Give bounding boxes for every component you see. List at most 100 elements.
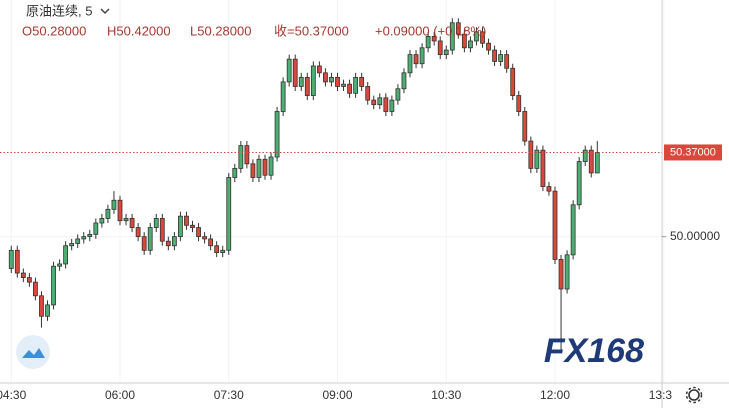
candle-body [431, 36, 437, 42]
candle-body [26, 277, 32, 283]
candle-body [99, 218, 105, 224]
candle-body [202, 236, 207, 240]
candle-body [178, 215, 183, 238]
candle-body [510, 67, 516, 96]
candle-body [480, 31, 485, 44]
settings-icon[interactable] [685, 386, 703, 404]
candle-body [214, 245, 220, 253]
candle-body [159, 218, 165, 242]
candle-body [528, 140, 534, 169]
candle-body [377, 97, 383, 106]
candle-body [359, 76, 365, 87]
candle-body [226, 177, 232, 251]
candle-body [69, 243, 75, 247]
candle-body [347, 83, 352, 94]
candle-body [558, 259, 564, 290]
candle-body [141, 236, 147, 251]
candle-body [129, 218, 135, 228]
candle-body [286, 58, 292, 83]
candle-body [425, 36, 431, 49]
candle-body [486, 42, 491, 51]
candle-body [135, 227, 141, 238]
candle-body [57, 263, 62, 267]
candles [8, 18, 600, 351]
candle-body [407, 54, 413, 74]
dropdown-icon[interactable] [100, 8, 110, 15]
high-value: H50.42000 [107, 23, 171, 38]
candle-body [552, 190, 558, 260]
candle-body [268, 156, 274, 176]
close-value: 收=50.37000 [274, 23, 349, 38]
candle-body [93, 222, 99, 235]
candle-body [335, 76, 340, 87]
candle-body [449, 22, 455, 51]
candle-body [395, 88, 401, 101]
candle-body [81, 236, 87, 240]
candle-body [8, 249, 14, 269]
candle-body [498, 54, 504, 62]
candle-body [443, 49, 449, 56]
candle-body [304, 76, 310, 96]
candle-body [413, 54, 419, 65]
symbol: 原油连续, 5 [26, 3, 92, 18]
candle-body [190, 224, 195, 228]
candle-body [147, 227, 153, 251]
candle-body [365, 86, 371, 101]
candle-body [474, 31, 479, 42]
candle-body [280, 81, 286, 112]
x-tick-label: 04:30 [0, 388, 27, 402]
candle-body [401, 72, 407, 90]
candle-body [389, 99, 395, 112]
candle-body [310, 65, 316, 96]
candle-body [455, 22, 461, 35]
candle-body [232, 167, 238, 178]
candle-body [244, 145, 250, 165]
candle-body [51, 265, 56, 306]
candle-body [117, 199, 123, 222]
candle-body [123, 218, 129, 222]
change-value: +0.09000 (+0.18%) [375, 23, 486, 38]
candle-body [594, 152, 600, 174]
candle-body [419, 47, 425, 65]
x-tick-label: 10:30 [431, 388, 461, 402]
candle-body [238, 145, 244, 169]
candle-body [316, 65, 322, 74]
x-tick-label: 12:00 [540, 388, 570, 402]
candle-body [274, 111, 280, 158]
candle-body [504, 54, 510, 69]
candle-body [576, 161, 582, 206]
candle-body [522, 111, 528, 142]
candle-body [582, 149, 588, 162]
candle-body [220, 249, 226, 253]
candle-body [45, 304, 50, 317]
y-tick-label: 50.00000 [670, 229, 720, 243]
candle-body [292, 58, 298, 87]
candle-body [564, 254, 570, 290]
candle-body [570, 204, 576, 256]
x-tick-label: 07:30 [214, 388, 244, 402]
candle-body [14, 249, 20, 274]
x-tick-label: 06:00 [105, 388, 135, 402]
candle-body [262, 158, 268, 176]
candle-body [588, 149, 594, 174]
candle-body [298, 76, 304, 87]
candle-body [196, 227, 201, 238]
tv-logo[interactable] [16, 335, 50, 369]
time-axis: 04:30 06:00 07:30 09:00 10:30 12:00 13:30 [0, 388, 679, 402]
candle-body [437, 40, 443, 56]
candle-body [184, 215, 189, 226]
candle-body [87, 233, 93, 238]
axes: 50.00000 50.37000 [0, 144, 722, 243]
low-value: L50.28000 [190, 23, 251, 38]
x-tick-label: 09:00 [322, 388, 352, 402]
candle-body [208, 238, 214, 247]
candle-body [534, 149, 540, 169]
candle-body [105, 208, 111, 219]
candle-body [39, 295, 44, 317]
candle-body [256, 158, 262, 178]
x-tick-label: 13:30 [649, 388, 679, 402]
candle-body [492, 49, 497, 62]
candle-body [153, 218, 159, 228]
candle-body [540, 149, 546, 187]
watermark: FX168 [544, 332, 644, 370]
